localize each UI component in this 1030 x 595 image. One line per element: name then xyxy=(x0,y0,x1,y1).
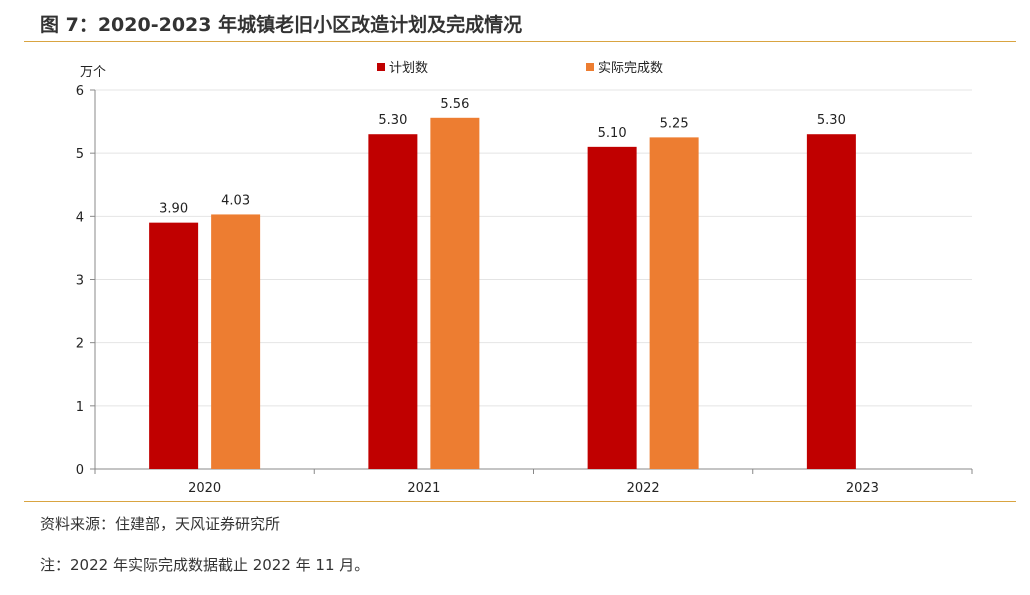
legend: 计划数 实际完成数 xyxy=(377,61,663,76)
legend-label: 实际完成数 xyxy=(598,61,663,76)
x-tick-label: 2023 xyxy=(846,481,879,496)
x-tick-label: 2022 xyxy=(627,481,660,496)
y-unit-label: 万个 xyxy=(80,65,106,80)
y-tick-label: 4 xyxy=(76,210,84,225)
y-tick-label: 5 xyxy=(76,147,84,162)
data-label: 5.30 xyxy=(817,113,846,128)
bar xyxy=(149,222,199,469)
data-label: 5.30 xyxy=(378,113,407,128)
top-divider xyxy=(24,41,1016,42)
y-tick-label: 6 xyxy=(76,84,84,99)
y-tick-label: 2 xyxy=(76,337,84,352)
legend-swatch xyxy=(377,63,385,71)
data-label: 5.56 xyxy=(440,97,469,112)
footnote: 注：2022 年实际完成数据截止 2022 年 11 月。 xyxy=(40,556,370,574)
y-tick-label: 3 xyxy=(76,274,84,289)
data-label: 5.10 xyxy=(598,126,627,141)
source-note: 资料来源：住建部，天风证券研究所 xyxy=(40,515,281,533)
bars xyxy=(149,117,856,469)
axes: 0 1 2 3 4 5 6 万个 2020 2021 2022 2023 xyxy=(76,65,973,496)
data-label: 5.25 xyxy=(660,116,689,131)
bottom-divider xyxy=(24,501,1016,502)
y-tick-label: 1 xyxy=(76,400,84,415)
bar xyxy=(430,117,480,469)
x-tick-label: 2020 xyxy=(188,481,221,496)
data-label: 3.90 xyxy=(159,202,188,217)
legend-swatch xyxy=(586,63,594,71)
legend-label: 计划数 xyxy=(389,61,428,76)
bar xyxy=(368,134,418,469)
data-labels: 3.90 4.03 5.30 5.56 5.10 5.25 5.30 xyxy=(159,97,846,217)
bar xyxy=(211,214,261,469)
bar xyxy=(806,134,856,469)
bar xyxy=(587,146,637,469)
y-tick-label: 0 xyxy=(76,463,84,478)
x-tick-label: 2021 xyxy=(407,481,440,496)
chart-title: 图 7：2020-2023 年城镇老旧小区改造计划及完成情况 xyxy=(40,14,523,36)
bar xyxy=(649,137,699,469)
data-label: 4.03 xyxy=(221,193,250,208)
